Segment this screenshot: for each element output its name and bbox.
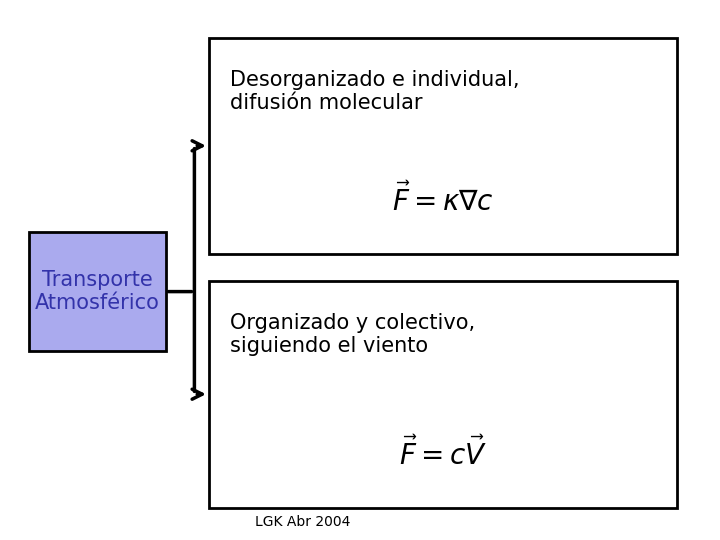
FancyBboxPatch shape: [209, 281, 677, 508]
Text: $\vec{F} = c\vec{V}$: $\vec{F} = c\vec{V}$: [399, 436, 487, 471]
Text: LGK Abr 2004: LGK Abr 2004: [255, 515, 350, 529]
FancyBboxPatch shape: [29, 232, 166, 351]
Text: Transporte
Atmosférico: Transporte Atmosférico: [35, 270, 160, 313]
Text: Desorganizado e individual,
difusión molecular: Desorganizado e individual, difusión mol…: [230, 70, 520, 113]
FancyBboxPatch shape: [209, 38, 677, 254]
Text: $\vec{F} = \kappa \nabla c$: $\vec{F} = \kappa \nabla c$: [392, 183, 494, 217]
Text: Organizado y colectivo,
siguiendo el viento: Organizado y colectivo, siguiendo el vie…: [230, 313, 475, 356]
